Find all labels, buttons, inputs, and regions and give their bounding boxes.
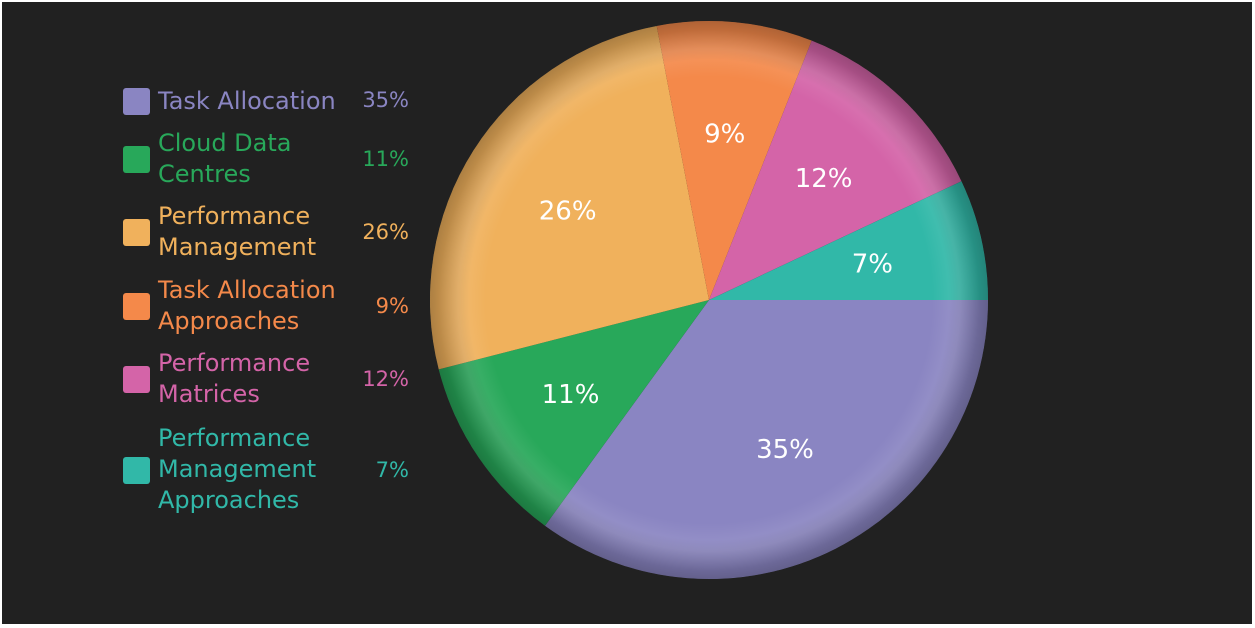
slice-label-1: 11% (542, 380, 600, 410)
slice-label-2: 26% (539, 196, 597, 226)
slice-label-3: 9% (704, 119, 745, 149)
legend-item-task-allocation-approaches: Task Allocation Approaches 9% (123, 275, 423, 339)
legend-swatch (123, 219, 150, 246)
pie-highlight (430, 21, 988, 579)
legend-item-performance-matrices: Performance Matrices 12% (123, 348, 423, 412)
legend-label: Cloud Data Centres (158, 129, 292, 188)
legend-label: Performance Management (158, 202, 317, 261)
legend-swatch (123, 88, 150, 115)
legend-percent: 7% (375, 458, 409, 482)
legend-label: Task Allocation Approaches (158, 276, 336, 335)
legend-percent: 9% (375, 294, 409, 318)
legend-swatch (123, 293, 150, 320)
legend-percent: 35% (362, 88, 409, 112)
legend-item-performance-management: Performance Management 26% (123, 201, 423, 265)
legend-label: Task Allocation (158, 87, 336, 115)
legend-item-task-allocation: Task Allocation 35% (123, 86, 423, 120)
slice-label-5: 7% (852, 249, 893, 279)
legend-swatch (123, 457, 150, 484)
legend-label: Performance Matrices (158, 349, 311, 408)
legend-swatch (123, 366, 150, 393)
legend-item-cloud-data-centres: Cloud Data Centres 11% (123, 128, 423, 192)
legend-label: Performance Management Approaches (158, 424, 317, 514)
slice-label-4: 12% (795, 164, 853, 194)
slice-label-0: 35% (756, 435, 814, 465)
legend-percent: 11% (362, 147, 409, 171)
legend-swatch (123, 146, 150, 173)
legend-percent: 26% (362, 220, 409, 244)
legend-percent: 12% (362, 367, 409, 391)
legend-item-performance-management-approaches: Performance Management Approaches 7% (123, 423, 423, 519)
chart-legend: Task Allocation 35% Cloud Data Centres 1… (2, 2, 432, 624)
